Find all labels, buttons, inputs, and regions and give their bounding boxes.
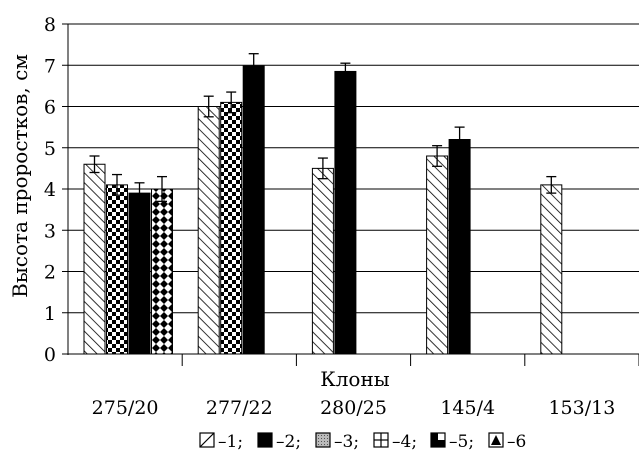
- legend-swatch: [373, 432, 389, 448]
- y-tick-label: 5: [44, 138, 56, 160]
- legend-label-6: –6: [507, 432, 526, 452]
- bar-1-153-13: [540, 184, 563, 355]
- legend-swatch: [257, 432, 273, 448]
- bar-2-280-25: [334, 70, 357, 355]
- bar-2-277-22: [242, 65, 265, 355]
- x-category-label: 275/20: [92, 397, 159, 419]
- x-category-label: 280/25: [320, 397, 387, 419]
- legend-swatch: [488, 432, 504, 448]
- legend-label-3: –3;: [334, 432, 359, 452]
- legend-label-1: –1;: [218, 432, 243, 452]
- x-category-label: 153/13: [548, 397, 615, 419]
- bar-1-145-4: [426, 155, 449, 355]
- bar-2-145-4: [448, 139, 471, 355]
- y-tick-label: 6: [44, 97, 56, 119]
- x-category-label: 277/22: [206, 397, 273, 419]
- x-axis-label: Клоны: [320, 367, 390, 391]
- y-tick-label: 4: [44, 179, 56, 201]
- x-category-label: 145/4: [440, 397, 495, 419]
- bars: [83, 65, 563, 355]
- y-tick-label: 7: [44, 55, 56, 77]
- y-tick-label: 2: [44, 262, 56, 284]
- bar-4-277-22: [220, 101, 243, 355]
- bar-4-275-20: [106, 184, 128, 355]
- bar-1-277-22: [197, 106, 220, 355]
- x-category-labels: 275/20 277/22 280/25 145/4 153/13: [92, 397, 616, 419]
- bar-1-280-25: [311, 167, 334, 355]
- legend-swatch: [315, 432, 331, 448]
- y-axis-label: Высота проростков, см: [8, 54, 32, 298]
- legend-label-5: –5;: [449, 432, 474, 452]
- legend-swatch: [430, 432, 446, 448]
- legend: –1; –2; –3; –4; –5; –6: [199, 432, 526, 452]
- error-bars: [89, 53, 557, 205]
- bar-6-275-20: [151, 188, 173, 355]
- legend-swatch: [199, 432, 215, 448]
- y-tick-label: 1: [44, 303, 56, 325]
- legend-label-2: –2;: [276, 432, 301, 452]
- y-tick-label: 3: [44, 220, 56, 242]
- y-tick-label: 0: [44, 344, 56, 366]
- y-tick-label: 8: [44, 14, 56, 36]
- legend-label-4: –4;: [392, 432, 417, 452]
- y-tick-labels: 0 1 2 3 4 5 6 7 8: [44, 14, 56, 366]
- bar-2-275-20: [128, 192, 151, 355]
- bar-1-275-20: [83, 163, 106, 355]
